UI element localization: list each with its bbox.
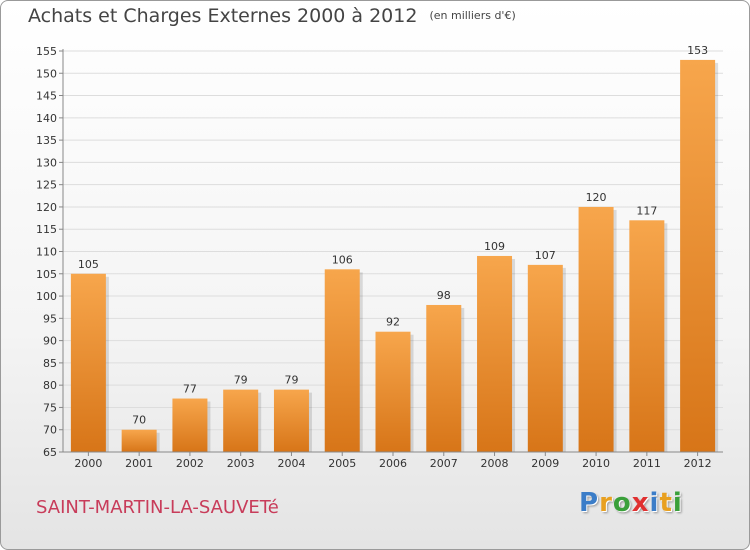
y-tick-label: 135	[36, 134, 57, 147]
y-tick-label: 75	[43, 401, 57, 414]
chart-title-text: Achats et Charges Externes 2000 à 2012	[28, 5, 418, 27]
x-tick-label: 2011	[633, 457, 661, 470]
bar-value-label: 153	[687, 44, 708, 57]
brand-letter: r	[599, 488, 613, 518]
bar-value-label: 77	[183, 383, 197, 396]
bars	[70, 59, 719, 453]
y-tick-label: 105	[36, 268, 57, 281]
y-tick-label: 70	[43, 424, 57, 437]
bar-value-label: 107	[535, 249, 556, 262]
x-tick-label: 2010	[582, 457, 610, 470]
x-tick-label: 2008	[481, 457, 509, 470]
bar	[527, 264, 563, 452]
bar-value-label: 117	[636, 204, 657, 217]
y-tick-label: 90	[43, 335, 57, 348]
bar-value-label: 109	[484, 240, 505, 253]
x-tick-label: 2005	[328, 457, 356, 470]
x-tick-label: 2001	[125, 457, 153, 470]
bar	[426, 304, 462, 452]
y-tick-label: 140	[36, 112, 57, 125]
bar	[375, 331, 411, 452]
y-tick-label: 110	[36, 246, 57, 259]
x-tick-label: 2012	[684, 457, 712, 470]
brand-letter: x	[631, 488, 650, 518]
y-tick-label: 145	[36, 90, 57, 103]
location-name: SAINT-MARTIN-LA-SAUVETé	[36, 497, 279, 518]
bar	[680, 59, 716, 453]
bar	[324, 269, 360, 452]
bar	[223, 389, 259, 452]
bar	[273, 389, 309, 452]
bar	[172, 398, 208, 452]
y-tick-label: 85	[43, 357, 57, 370]
bar-value-label: 92	[386, 316, 400, 329]
x-tick-label: 2007	[430, 457, 458, 470]
y-tick-label: 115	[36, 223, 57, 236]
x-tick-label: 2004	[277, 457, 305, 470]
chart-title: Achats et Charges Externes 2000 à 2012 (e…	[28, 5, 516, 27]
y-tick-label: 100	[36, 290, 57, 303]
y-tick-label: 65	[43, 446, 57, 459]
y-tick-label: 130	[36, 156, 57, 169]
x-tick-label: 2003	[227, 457, 255, 470]
proxiti-logo: Proxiti	[579, 488, 683, 518]
x-tick-label: 2006	[379, 457, 407, 470]
bar-value-label: 98	[437, 289, 451, 302]
bar-value-label: 106	[332, 253, 353, 266]
brand-letter: t	[659, 488, 673, 518]
bar	[629, 220, 665, 452]
y-tick-label: 125	[36, 179, 57, 192]
bar-value-label: 70	[132, 414, 146, 427]
chart-unit: (en milliers d'€)	[429, 9, 516, 22]
bar-value-label: 120	[586, 191, 607, 204]
bar-value-label: 105	[78, 258, 99, 271]
y-tick-label: 120	[36, 201, 57, 214]
bar	[70, 273, 106, 452]
brand-letter: P	[579, 488, 600, 518]
axes: 65 70 75 80 85 90 95 100 105 110 115 120 125 130 135 14…	[36, 45, 723, 459]
bar	[477, 255, 513, 452]
bar	[578, 206, 614, 452]
brand-letter: i	[672, 488, 683, 518]
y-tick-label: 150	[36, 67, 57, 80]
brand-letter: i	[649, 488, 660, 518]
bar	[121, 429, 157, 452]
brand-letter: o	[612, 488, 632, 518]
y-tick-label: 95	[43, 312, 57, 325]
y-tick-label: 80	[43, 379, 57, 392]
x-tick-label: 2009	[531, 457, 559, 470]
labels: 105 2000 70 2001 77 2002 79 2003 79 2004 106 2005 92…	[74, 44, 711, 470]
y-tick-label: 155	[36, 45, 57, 58]
x-tick-label: 2002	[176, 457, 204, 470]
bar-value-label: 79	[284, 374, 298, 387]
x-tick-label: 2000	[74, 457, 102, 470]
bar-value-label: 79	[234, 374, 248, 387]
